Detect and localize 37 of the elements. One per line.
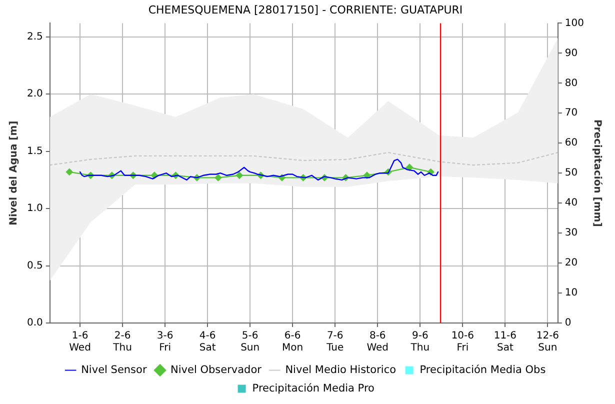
y2-tick-label: 40	[564, 198, 578, 209]
x-tick-label: 9-6 Thu	[410, 330, 430, 354]
y2-tick-label: 10	[564, 288, 578, 299]
y-tick-label: 1.5	[26, 146, 43, 157]
x-tick-label: 1-6 Wed	[69, 330, 91, 354]
y-tick-label: 1.0	[26, 203, 43, 214]
x-tick-label: 10-6 Fri	[451, 330, 474, 354]
y2-tick-label: 70	[564, 108, 578, 119]
y2-tick-label: 90	[564, 48, 578, 59]
y-tick-label: 2.0	[26, 88, 43, 100]
legend-label: Nivel Medio Historico	[285, 364, 396, 376]
x-tick-label: 5-6 Sun	[240, 330, 260, 354]
y-tick-label: 0.5	[26, 260, 43, 272]
legend-label: Nivel Observador	[170, 364, 262, 376]
legend-label: Precipitación Media Obs	[420, 364, 546, 376]
x-tick-label: 7-6 Tue	[326, 330, 344, 354]
y2-tick-label: 100	[564, 18, 584, 29]
y2-tick-label: 50	[564, 168, 578, 179]
y-tick-label: 2.5	[26, 32, 43, 43]
y2-tick-label: 20	[564, 258, 578, 269]
x-tick-label: 8-6 Wed	[366, 330, 389, 354]
y2-axis-title: Precipitación [mm]	[591, 119, 602, 227]
y2-tick-label: 30	[564, 228, 578, 239]
legend-label: Precipitación Media Pro	[252, 382, 374, 394]
y2-tick-label: 80	[564, 78, 578, 89]
y-axis-title: Nivel del Agua [m]	[8, 120, 20, 226]
legend-label: Nivel Sensor	[81, 364, 148, 376]
x-tick-label: 3-6 Fri	[156, 330, 174, 354]
chart-title: CHEMESQUEMENA [28017150] - CORRIENTE: GUATAPURI	[148, 3, 463, 16]
x-tick-label: 2-6 Thu	[112, 330, 132, 354]
y2-tick-label: 60	[564, 138, 578, 149]
y-tick-label: 0.0	[26, 318, 43, 329]
x-tick-label: 4-6 Sat	[199, 330, 216, 354]
x-tick-label: 6-6 Mon	[282, 330, 304, 354]
x-tick-label: 12-6 Sun	[536, 330, 560, 354]
y2-tick-label: 0	[564, 318, 572, 329]
x-tick-label: 11-6 Sat	[494, 330, 517, 354]
